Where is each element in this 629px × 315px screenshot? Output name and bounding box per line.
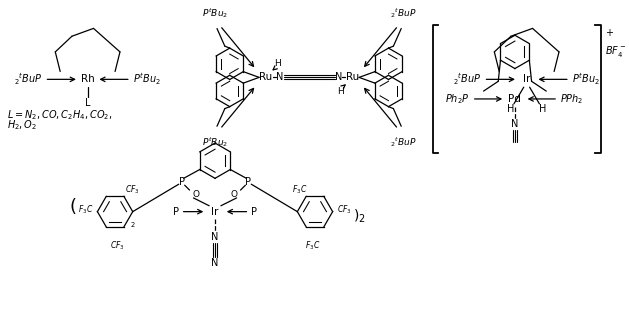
Text: Rh: Rh (81, 74, 94, 84)
Text: $P^tBu_2$: $P^tBu_2$ (202, 6, 228, 20)
Text: $BF_4^-$: $BF_4^-$ (605, 44, 626, 60)
Text: N: N (335, 72, 342, 83)
Text: N: N (511, 119, 518, 129)
Text: $CF_3$: $CF_3$ (109, 239, 125, 252)
Text: Ir: Ir (211, 207, 219, 217)
Text: $P^tBu_2$: $P^tBu_2$ (572, 72, 600, 87)
Text: $F_3C$: $F_3C$ (292, 184, 307, 196)
Text: Ru: Ru (345, 72, 359, 83)
Text: H: H (508, 104, 515, 114)
Text: $F_3C$: $F_3C$ (305, 239, 321, 252)
Text: Ru: Ru (259, 72, 272, 83)
Text: O: O (230, 190, 237, 198)
Text: $CF_3$: $CF_3$ (125, 184, 140, 196)
Text: $_2{}^tBuP$: $_2{}^tBuP$ (390, 6, 416, 20)
Text: $+$: $+$ (605, 27, 614, 38)
Text: $F_3C$: $F_3C$ (78, 203, 94, 216)
Text: N: N (276, 72, 284, 83)
Text: $_2{}^tBuP$: $_2{}^tBuP$ (390, 135, 416, 149)
Text: $P^tBu_2$: $P^tBu_2$ (133, 72, 161, 87)
Text: $L= N_2, CO, C_2H_4, CO_2,$: $L= N_2, CO, C_2H_4, CO_2,$ (8, 108, 113, 122)
Text: P: P (173, 207, 179, 217)
Text: $P^tBu_2$: $P^tBu_2$ (202, 135, 228, 149)
Text: $CF_3$: $CF_3$ (337, 203, 351, 216)
Text: L: L (85, 98, 91, 108)
Text: N: N (211, 258, 219, 268)
Text: N: N (211, 232, 219, 242)
Text: (: ( (69, 198, 77, 216)
Text: H: H (274, 59, 281, 68)
Text: H: H (538, 104, 546, 114)
Text: $H_2, O_2$: $H_2, O_2$ (8, 118, 38, 132)
Text: P: P (179, 177, 185, 187)
Text: $PPh_2$: $PPh_2$ (560, 92, 584, 106)
Text: $)_2$: $)_2$ (353, 208, 365, 225)
Text: P: P (252, 207, 257, 217)
Text: H: H (337, 87, 344, 96)
Text: $Ph_2P$: $Ph_2P$ (445, 92, 470, 106)
Text: Pd: Pd (508, 94, 521, 104)
Text: P: P (245, 177, 252, 187)
Text: Ir: Ir (523, 74, 530, 84)
Text: O: O (193, 190, 200, 198)
Text: $_2{}^tBuP$: $_2{}^tBuP$ (453, 72, 482, 87)
Text: $_2$: $_2$ (130, 220, 135, 230)
Text: $_2{}^tBuP$: $_2{}^tBuP$ (14, 72, 43, 87)
